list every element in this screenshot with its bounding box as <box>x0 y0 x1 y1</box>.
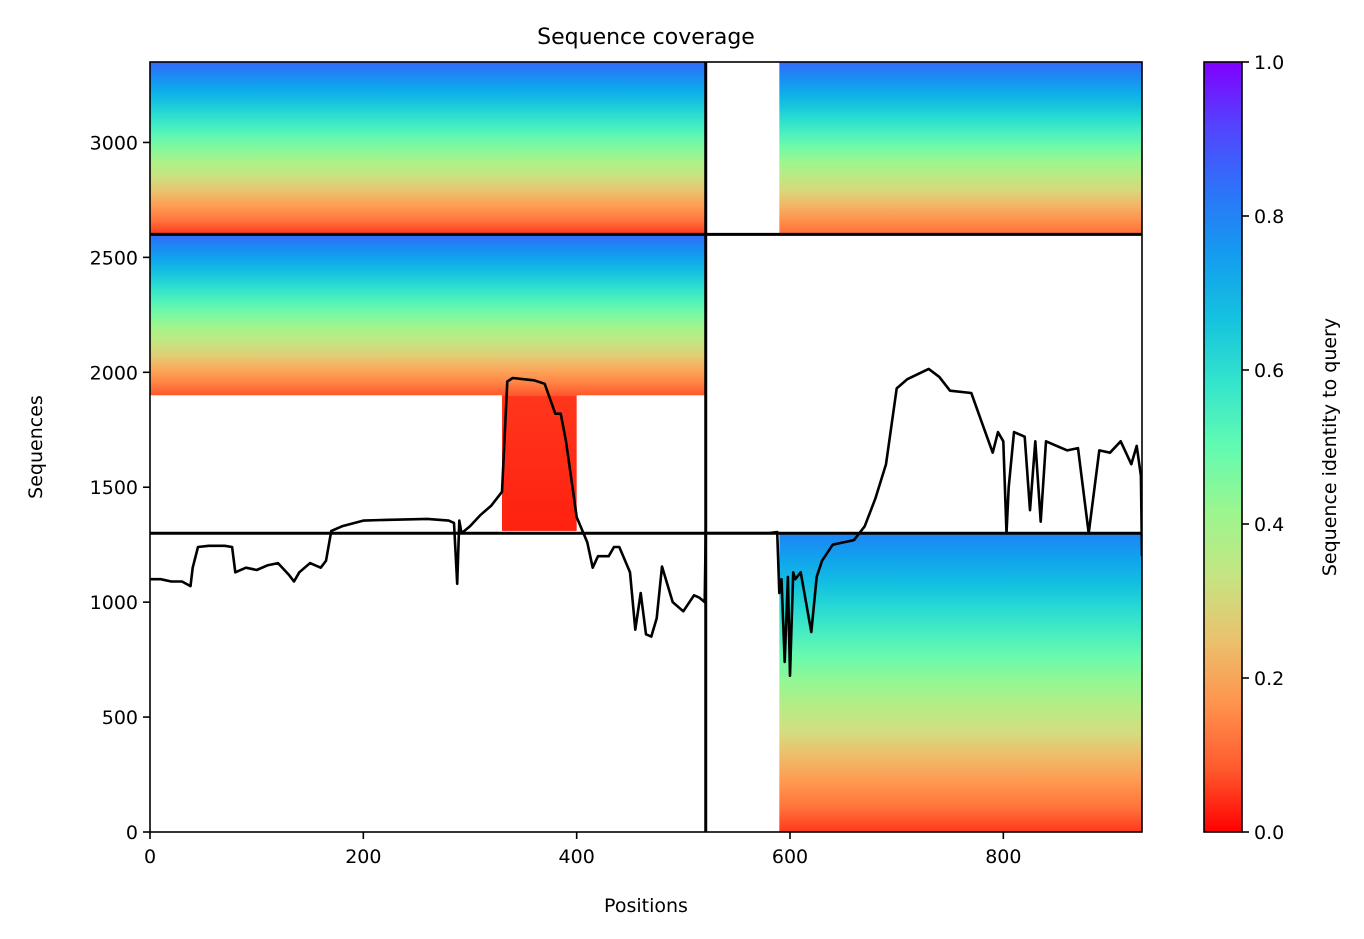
x-tick-label: 0 <box>144 846 156 868</box>
colorbar-tick-label: 0.8 <box>1254 206 1284 228</box>
coverage-line <box>150 367 1142 677</box>
plot-area <box>149 61 1143 833</box>
heatmap-block-2-1-tail <box>502 395 577 531</box>
y-tick-label: 1500 <box>90 477 138 499</box>
colorbar-tick-label: 0.4 <box>1254 514 1284 536</box>
y-tick-label: 1000 <box>90 592 138 614</box>
colorbar-label: Sequence identity to query <box>1319 318 1341 576</box>
x-tick-label: 600 <box>772 846 808 868</box>
colorbar-gradient <box>1203 61 1243 833</box>
chart-title: Sequence coverage <box>537 25 755 50</box>
x-axis: 0 200 400 600 800 <box>144 832 1021 868</box>
colorbar-tick-label: 0.2 <box>1254 668 1284 690</box>
heatmap-block-1-1 <box>150 62 706 235</box>
y-axis-label: Sequences <box>25 395 47 499</box>
y-tick-label: 500 <box>102 707 138 729</box>
plot-frame <box>149 61 1143 833</box>
colorbar-tick-label: 1.0 <box>1254 52 1284 74</box>
colorbar-tick-label: 0.0 <box>1254 822 1284 844</box>
y-tick-label: 2000 <box>90 362 138 384</box>
heatmap-block-1-2 <box>779 62 1142 235</box>
x-tick-label: 800 <box>985 846 1021 868</box>
y-tick-label: 0 <box>126 822 138 844</box>
y-tick-label: 3000 <box>90 132 138 154</box>
colorbar-tick-label: 0.6 <box>1254 360 1284 382</box>
y-tick-label: 2500 <box>90 247 138 269</box>
colorbar: 0.0 0.2 0.4 0.6 0.8 1.0 <box>1203 52 1284 844</box>
x-tick-label: 400 <box>559 846 595 868</box>
heatmap-block-2-1 <box>150 234 706 396</box>
heatmap-block-3-2 <box>779 533 1142 832</box>
x-axis-label: Positions <box>604 895 688 917</box>
y-axis: 0 500 1000 1500 2000 2500 3000 <box>90 132 150 844</box>
x-tick-label: 200 <box>345 846 381 868</box>
